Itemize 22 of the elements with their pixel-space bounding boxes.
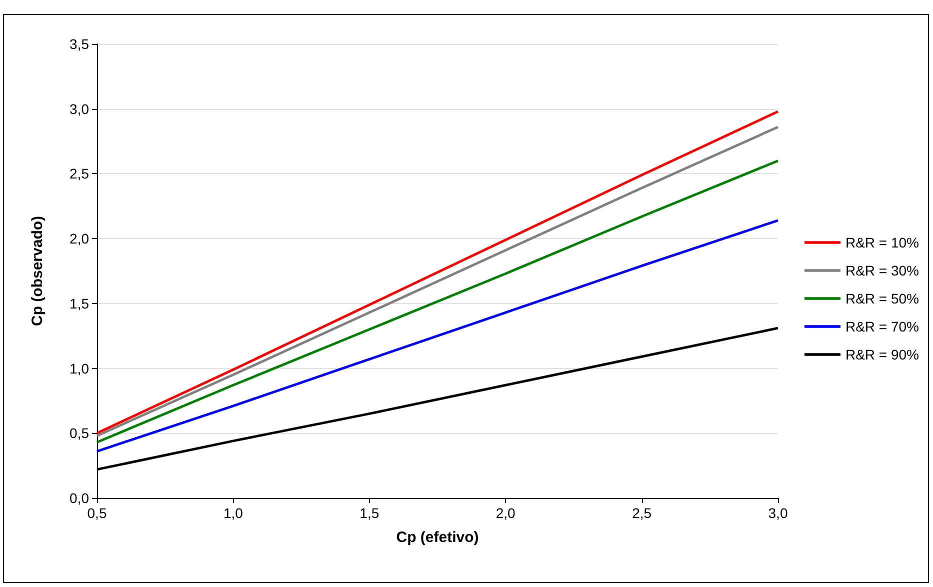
y-tick-label: 0,0	[70, 490, 90, 506]
legend-label: R&R = 90%	[845, 346, 920, 362]
y-tick-label: 1,0	[70, 360, 90, 376]
y-tick-label: 0,5	[70, 425, 90, 442]
line-series	[96, 219, 780, 453]
legend-label: R&R = 50%	[845, 290, 920, 306]
y-tick-label: 1,5	[70, 295, 90, 312]
y-tick-label: 2,0	[70, 230, 90, 247]
legend-label: R&R = 10%	[845, 234, 920, 250]
legend-label: R&R = 70%	[845, 318, 920, 334]
y-tick-label: 2,5	[70, 166, 90, 182]
x-tick-label: 1,0	[223, 505, 244, 521]
x-tick-label: 2,5	[632, 505, 652, 521]
legend-label: R&R = 30%	[845, 262, 920, 278]
y-tick-label: 3,5	[70, 36, 90, 52]
x-tick-label: 3,0	[768, 505, 788, 521]
y-tick-label: 3,0	[70, 100, 90, 117]
y-axis-title: Cp (observado)	[29, 216, 46, 326]
x-tick-label: 2,0	[496, 505, 516, 521]
x-axis-title: Cp (efetivo)	[396, 529, 479, 546]
x-tick-label: 1,5	[360, 505, 380, 521]
x-tick-label: 0,5	[87, 505, 107, 521]
